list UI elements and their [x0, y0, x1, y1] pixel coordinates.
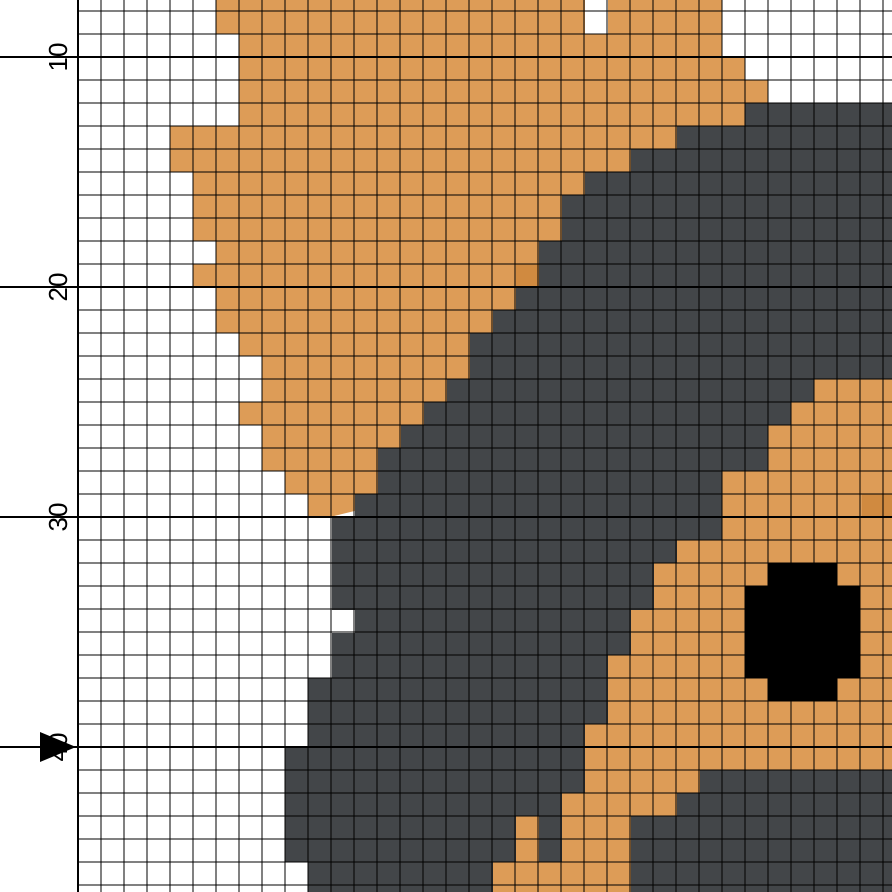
row-label: 30 — [43, 503, 73, 532]
center-marker — [40, 732, 76, 762]
accent-cell — [862, 494, 892, 517]
accent-cell — [516, 264, 539, 287]
face-region — [493, 379, 892, 892]
row-label: 20 — [43, 273, 73, 302]
row-label: 10 — [43, 43, 73, 72]
